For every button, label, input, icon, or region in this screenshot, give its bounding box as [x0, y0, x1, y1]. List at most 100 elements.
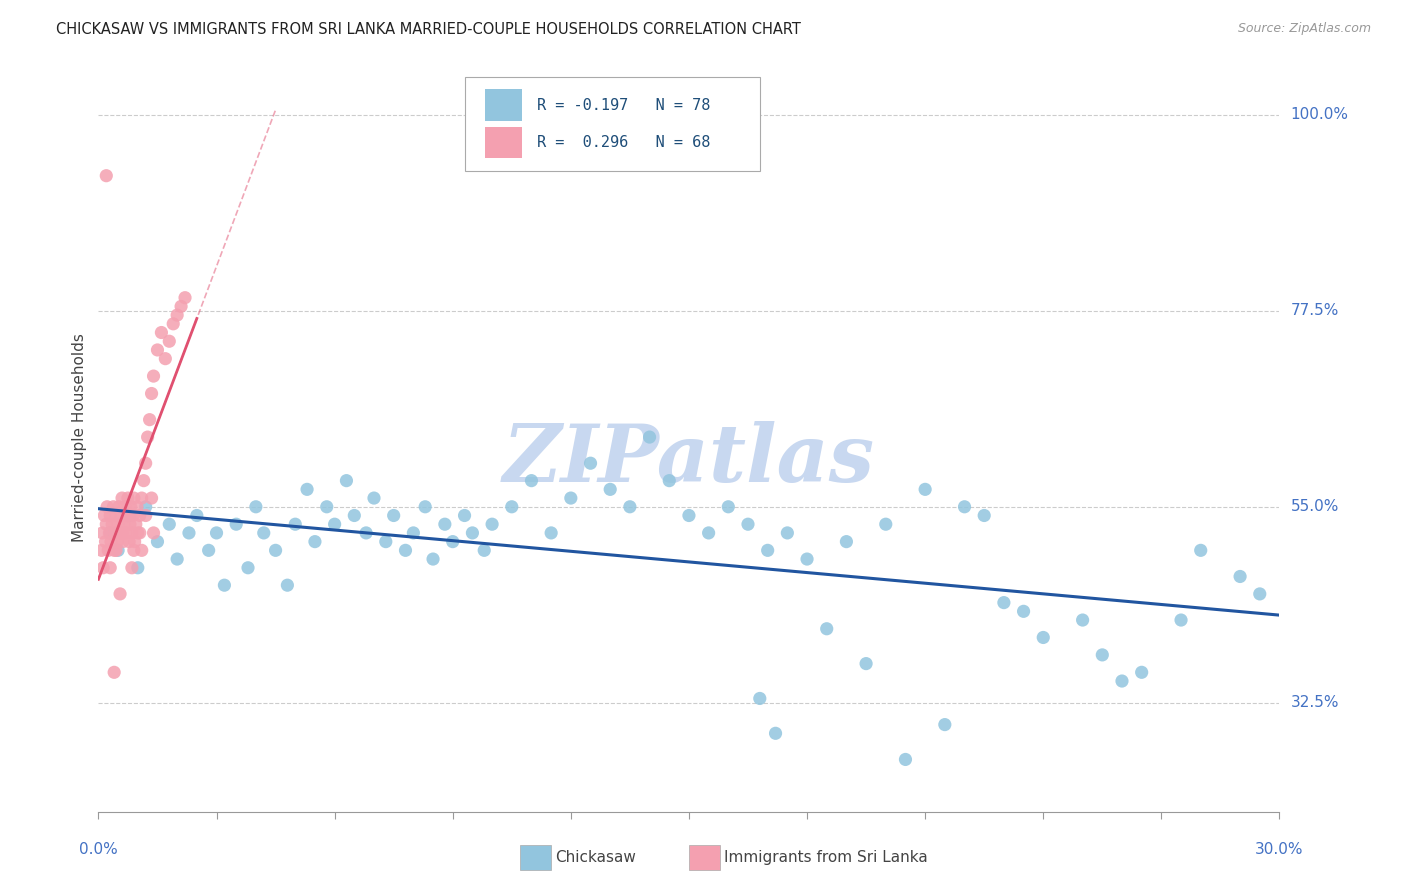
Point	[105, 534, 128, 549]
Text: 77.5%: 77.5%	[1291, 303, 1339, 318]
Point	[658, 474, 681, 488]
Point	[115, 525, 138, 540]
Point	[136, 430, 159, 444]
Point	[128, 508, 150, 523]
Point	[107, 517, 129, 532]
Point	[973, 508, 995, 523]
Point	[835, 534, 858, 549]
Point	[98, 508, 121, 523]
Point	[118, 517, 141, 532]
Point	[155, 351, 177, 366]
Point	[96, 517, 118, 532]
Point	[855, 657, 877, 671]
Point	[117, 491, 139, 505]
Point	[520, 474, 543, 488]
Point	[1032, 631, 1054, 645]
Point	[315, 500, 337, 514]
Point	[115, 508, 138, 523]
Point	[103, 500, 125, 514]
Point	[96, 169, 118, 183]
Point	[197, 543, 219, 558]
Point	[142, 525, 165, 540]
Point	[122, 491, 145, 505]
Point	[264, 543, 287, 558]
Point	[894, 752, 917, 766]
Point	[125, 500, 148, 514]
Point	[166, 552, 188, 566]
Point	[1111, 673, 1133, 688]
Point	[776, 525, 799, 540]
Point	[166, 308, 188, 322]
Point	[472, 543, 495, 558]
Point	[117, 508, 139, 523]
Point	[104, 525, 127, 540]
Point	[120, 500, 142, 514]
Point	[132, 474, 155, 488]
Point	[461, 525, 484, 540]
Point	[141, 491, 163, 505]
Point	[114, 500, 136, 514]
Point	[737, 517, 759, 532]
Point	[1012, 604, 1035, 618]
Point	[748, 691, 770, 706]
Point	[107, 543, 129, 558]
Point	[579, 456, 602, 470]
Point	[214, 578, 236, 592]
Point	[103, 665, 125, 680]
Point	[135, 508, 157, 523]
Point	[93, 508, 115, 523]
Point	[110, 508, 132, 523]
Point	[105, 508, 128, 523]
Point	[1170, 613, 1192, 627]
Point	[127, 561, 149, 575]
Point	[205, 525, 228, 540]
Point	[875, 517, 897, 532]
Point	[295, 483, 318, 497]
Point	[1189, 543, 1212, 558]
Point	[121, 561, 143, 575]
Point	[934, 717, 956, 731]
Point	[453, 508, 475, 523]
Point	[953, 500, 976, 514]
Text: Immigrants from Sri Lanka: Immigrants from Sri Lanka	[724, 850, 928, 864]
Point	[354, 525, 377, 540]
Point	[94, 534, 117, 549]
Point	[101, 517, 124, 532]
Point	[131, 543, 153, 558]
Text: Source: ZipAtlas.com: Source: ZipAtlas.com	[1237, 22, 1371, 36]
Point	[138, 412, 160, 426]
Point	[91, 525, 114, 540]
Text: ZIPatlas: ZIPatlas	[503, 421, 875, 499]
Text: R =  0.296   N = 68: R = 0.296 N = 68	[537, 135, 710, 150]
Point	[678, 508, 700, 523]
Point	[131, 491, 153, 505]
Text: 0.0%: 0.0%	[79, 842, 118, 857]
Point	[1130, 665, 1153, 680]
Point	[1249, 587, 1271, 601]
Point	[98, 525, 121, 540]
Point	[96, 500, 118, 514]
Point	[638, 430, 661, 444]
Point	[98, 561, 121, 575]
Point	[441, 534, 464, 549]
Point	[91, 561, 114, 575]
Point	[343, 508, 366, 523]
Point	[90, 543, 112, 558]
Point	[108, 525, 131, 540]
Point	[540, 525, 562, 540]
Point	[993, 596, 1015, 610]
Point	[433, 517, 456, 532]
Point	[125, 517, 148, 532]
Point	[135, 456, 157, 470]
Point	[98, 525, 121, 540]
Point	[599, 483, 621, 497]
Point	[100, 534, 122, 549]
Point	[112, 517, 135, 532]
Point	[363, 491, 385, 505]
Point	[162, 317, 184, 331]
Point	[284, 517, 307, 532]
Point	[122, 508, 145, 523]
Point	[413, 500, 436, 514]
Point	[128, 525, 150, 540]
Point	[127, 525, 149, 540]
